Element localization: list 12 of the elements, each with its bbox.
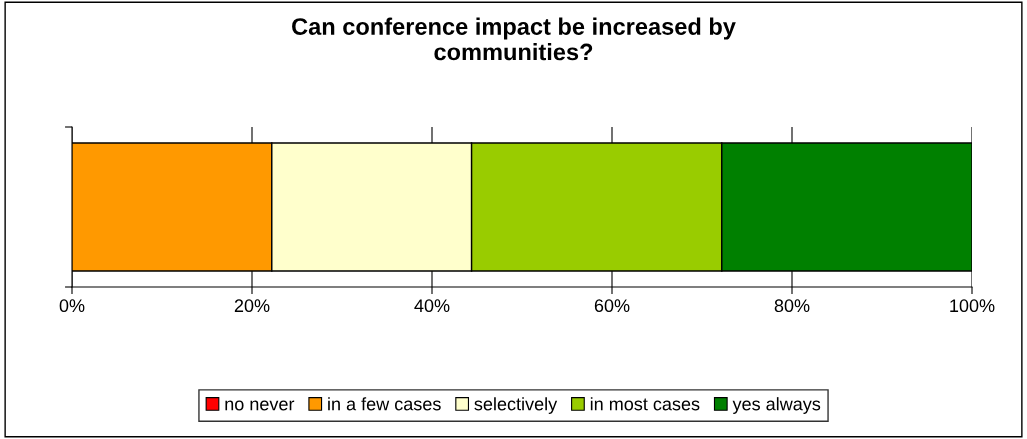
x-tick-label: 80% bbox=[774, 299, 810, 313]
x-tick-label: 60% bbox=[594, 299, 630, 313]
legend-label: no never bbox=[225, 400, 295, 411]
chart-title: Can conference impact be increased by communities? bbox=[292, 17, 736, 61]
x-tick-label: 20% bbox=[234, 299, 270, 313]
x-tick-label: 40% bbox=[414, 299, 450, 313]
legend-label: yes always bbox=[732, 397, 821, 414]
x-tick-label: 100% bbox=[950, 299, 995, 313]
x-tick-label: 0% bbox=[59, 299, 85, 313]
legend-label: selectively bbox=[474, 397, 558, 414]
legend-label: in most cases bbox=[590, 397, 700, 411]
legend-label: in a few cases bbox=[328, 397, 441, 411]
